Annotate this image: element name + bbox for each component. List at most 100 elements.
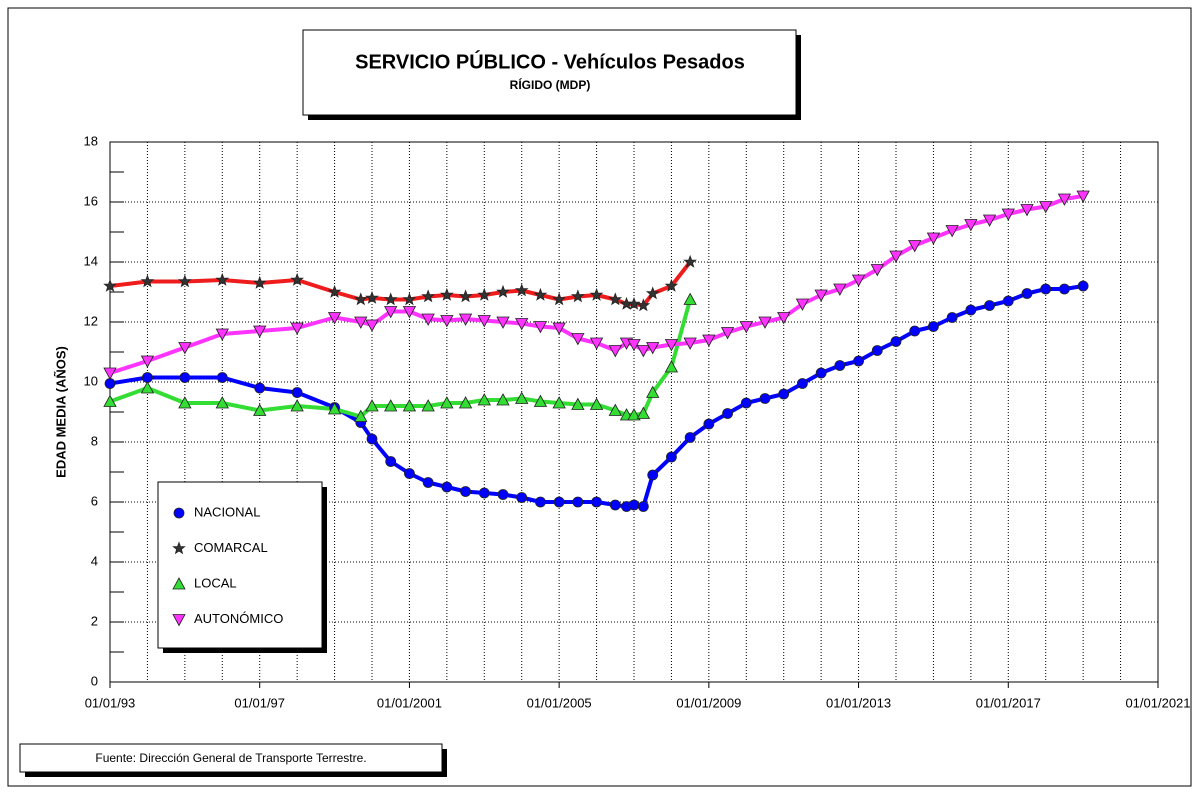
marker <box>478 487 490 499</box>
x-tick-label: 01/01/2013 <box>826 695 891 710</box>
marker <box>890 336 902 347</box>
marker <box>533 287 548 301</box>
marker <box>778 388 790 400</box>
x-tick-label: 01/01/2021 <box>1125 695 1190 710</box>
marker <box>928 321 939 332</box>
marker <box>253 325 267 338</box>
marker <box>254 382 266 394</box>
marker <box>795 298 810 311</box>
marker <box>140 381 155 394</box>
marker <box>552 396 566 409</box>
marker <box>759 393 771 404</box>
marker <box>460 486 471 497</box>
marker <box>496 316 510 329</box>
marker <box>572 496 584 508</box>
marker <box>608 345 622 358</box>
marker <box>720 327 735 340</box>
marker <box>215 272 230 286</box>
marker <box>797 378 808 389</box>
marker <box>628 499 640 511</box>
y-tick-label: 12 <box>84 313 98 328</box>
y-tick-label: 8 <box>91 433 98 448</box>
series-line <box>109 298 693 419</box>
marker <box>1057 193 1072 206</box>
marker <box>477 315 491 328</box>
plot: 0 2 4 6 8 10 12 14 16 18 01/01/93 01/01/97 01/01/200… <box>84 133 1191 710</box>
marker <box>477 393 491 406</box>
x-tick-label: 01/01/93 <box>85 695 136 710</box>
marker <box>291 387 303 398</box>
marker <box>1039 201 1053 214</box>
marker <box>627 408 641 421</box>
marker <box>945 225 959 238</box>
x-tick-label: 01/01/2017 <box>976 695 1041 710</box>
marker <box>402 292 417 306</box>
marker <box>683 337 697 350</box>
marker <box>440 396 454 409</box>
marker <box>758 316 772 329</box>
marker <box>140 274 155 288</box>
marker <box>515 318 529 331</box>
marker <box>215 328 229 341</box>
marker <box>609 499 621 511</box>
marker <box>252 275 267 289</box>
marker <box>421 289 435 303</box>
marker <box>834 360 846 371</box>
marker <box>458 289 473 303</box>
marker <box>422 477 434 488</box>
marker <box>636 406 651 419</box>
y-tick-label: 14 <box>84 253 98 268</box>
marker <box>172 577 186 590</box>
marker <box>608 403 622 416</box>
y-tick-label: 6 <box>91 493 98 508</box>
marker <box>178 396 192 409</box>
marker <box>421 399 435 412</box>
x-tick-label: 01/01/2005 <box>527 695 592 710</box>
marker <box>683 292 697 305</box>
marker <box>514 283 529 297</box>
y-tick-label: 18 <box>84 133 98 148</box>
y-tick-label: 0 <box>91 673 98 688</box>
plot-border <box>109 141 1159 683</box>
marker <box>926 232 941 245</box>
x-tick-label: 01/01/2001 <box>377 695 442 710</box>
marker <box>327 284 342 298</box>
marker <box>683 254 697 268</box>
marker <box>627 339 641 352</box>
marker <box>646 385 660 398</box>
marker <box>982 214 997 227</box>
marker <box>290 272 304 286</box>
marker <box>1059 283 1070 295</box>
marker <box>647 469 659 481</box>
marker <box>1040 283 1052 295</box>
marker <box>664 339 679 352</box>
legend-label: AUTONÓMICO <box>194 611 283 626</box>
marker <box>142 372 153 383</box>
marker <box>589 337 604 350</box>
marker <box>1021 288 1033 299</box>
marker <box>402 399 417 412</box>
x-tick-label: 01/01/97 <box>234 695 285 710</box>
marker <box>684 432 696 443</box>
marker <box>815 367 827 379</box>
marker <box>354 409 368 422</box>
marker <box>571 289 585 303</box>
marker <box>440 315 454 328</box>
marker <box>477 287 492 301</box>
marker <box>104 378 116 389</box>
marker <box>515 391 529 404</box>
marker <box>516 492 528 503</box>
marker <box>664 360 679 373</box>
source: Fuente: Dirección General de Transporte … <box>95 751 366 765</box>
y-tick-label: 16 <box>84 193 98 208</box>
marker <box>353 292 368 306</box>
marker <box>253 403 267 416</box>
marker <box>216 372 228 383</box>
marker <box>851 274 866 287</box>
marker <box>365 319 379 332</box>
marker <box>571 333 585 346</box>
legend <box>157 481 323 649</box>
marker <box>871 345 883 356</box>
marker <box>627 296 641 310</box>
